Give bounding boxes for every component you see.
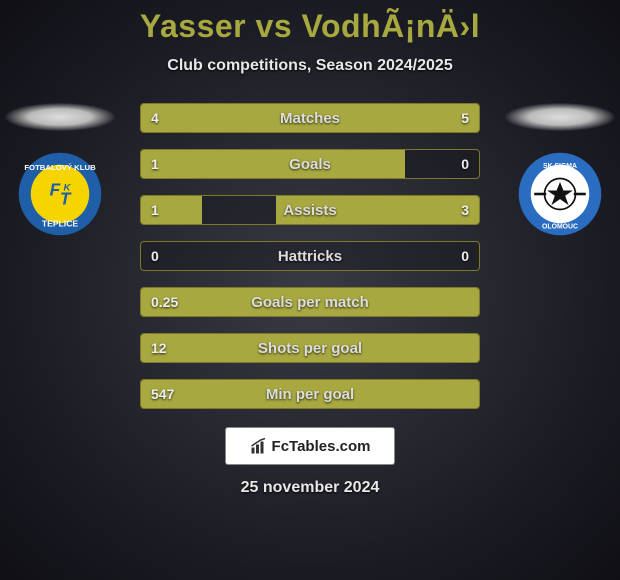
svg-text:SK SIGMA: SK SIGMA	[543, 163, 577, 170]
stat-row-goals-per-match: 0.25Goals per match	[140, 287, 480, 317]
chart-icon	[250, 437, 268, 455]
stat-label: Matches	[141, 104, 479, 132]
right-club-column: SK SIGMA OLOMOUC	[500, 103, 620, 237]
svg-text:FOTBALOVÝ KLUB: FOTBALOVÝ KLUB	[24, 163, 96, 172]
svg-text:F: F	[50, 180, 61, 200]
stat-label: Goals	[141, 150, 479, 178]
stat-row-matches: 45Matches	[140, 103, 480, 133]
player-shadow-left	[5, 103, 115, 131]
stat-bars: 45Matches 10Goals 13Assists 00Hattricks 0.25…	[140, 103, 480, 409]
date-label: 25 november 2024	[0, 479, 620, 497]
stat-label: Goals per match	[141, 288, 479, 316]
stat-label: Min per goal	[141, 380, 479, 408]
stat-label: Hattricks	[141, 242, 479, 270]
stat-label: Assists	[141, 196, 479, 224]
player-shadow-right	[505, 103, 615, 131]
stat-row-assists: 13Assists	[140, 195, 480, 225]
svg-text:K: K	[63, 183, 71, 194]
stat-row-shots-per-goal: 12Shots per goal	[140, 333, 480, 363]
svg-text:TEPLICE: TEPLICE	[42, 219, 79, 229]
logo-text: FcTables.com	[272, 438, 371, 455]
stat-row-goals: 10Goals	[140, 149, 480, 179]
subtitle: Club competitions, Season 2024/2025	[0, 57, 620, 75]
stat-row-hattricks: 00Hattricks	[140, 241, 480, 271]
page-title: Yasser vs VodhÃ¡nÄ›l	[0, 0, 620, 45]
stat-row-min-per-goal: 547Min per goal	[140, 379, 480, 409]
stat-label: Shots per goal	[141, 334, 479, 362]
club-badge-left: FOTBALOVÝ KLUB TEPLICE F T K	[17, 151, 103, 237]
svg-text:OLOMOUC: OLOMOUC	[542, 223, 578, 230]
left-club-column: FOTBALOVÝ KLUB TEPLICE F T K	[0, 103, 120, 237]
club-badge-right: SK SIGMA OLOMOUC	[517, 151, 603, 237]
fctables-logo[interactable]: FcTables.com	[225, 427, 395, 465]
comparison-content: FOTBALOVÝ KLUB TEPLICE F T K SK SIGMA OL…	[0, 103, 620, 409]
